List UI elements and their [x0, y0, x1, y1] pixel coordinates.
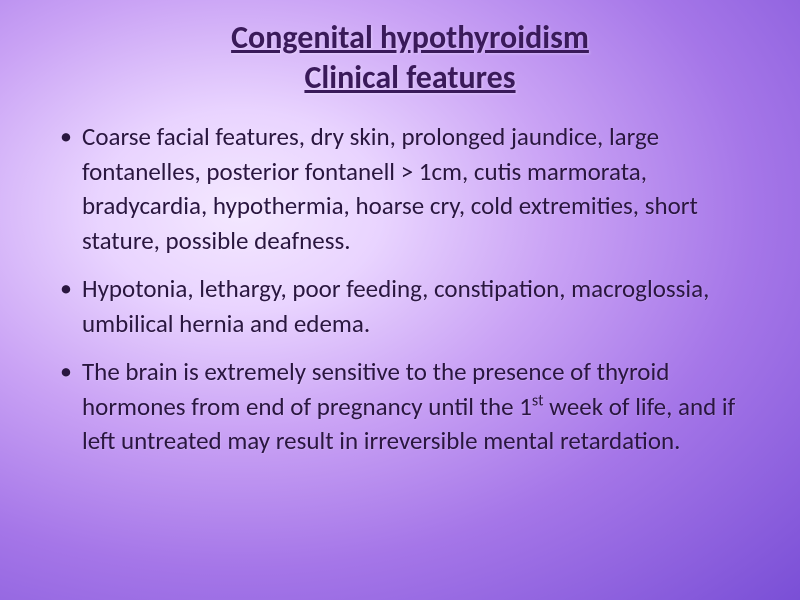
bullet-item: Hypotonia, lethargy, poor feeding, const…: [60, 272, 760, 341]
bullet-list: Coarse facial features, dry skin, prolon…: [60, 120, 760, 459]
slide: Congenital hypothyroidism Clinical featu…: [0, 0, 800, 600]
bullet-item: The brain is extremely sensitive to the …: [60, 355, 760, 459]
title-line-2: Clinical features: [60, 58, 760, 98]
title-line-1: Congenital hypothyroidism: [60, 18, 760, 58]
bullet-item: Coarse facial features, dry skin, prolon…: [60, 120, 760, 258]
slide-title: Congenital hypothyroidism Clinical featu…: [60, 18, 760, 98]
